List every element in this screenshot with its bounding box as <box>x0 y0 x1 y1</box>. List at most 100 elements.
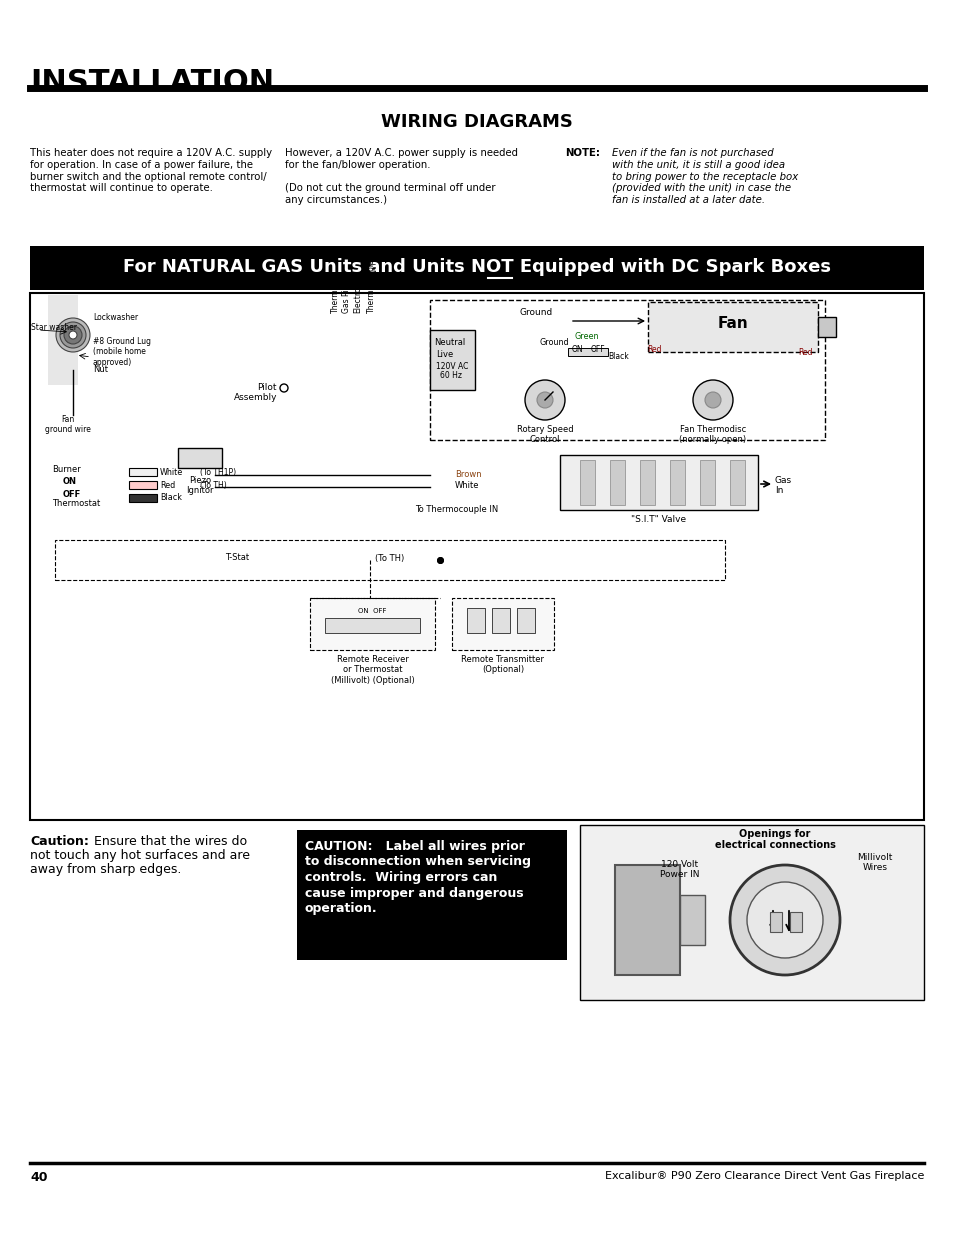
Text: burner switch and the optional remote control/: burner switch and the optional remote co… <box>30 172 266 182</box>
Text: Thermopile: Thermopile <box>330 269 339 312</box>
Bar <box>615 864 679 974</box>
Bar <box>567 348 607 356</box>
Text: Remote Receiver
or Thermostat
(Millivolt) (Optional): Remote Receiver or Thermostat (Millivolt… <box>331 655 414 684</box>
Bar <box>669 459 684 505</box>
Bar <box>310 598 435 650</box>
Text: Fan
ground wire: Fan ground wire <box>45 415 91 435</box>
Bar <box>609 459 624 505</box>
Bar <box>30 246 923 290</box>
Bar <box>579 459 595 505</box>
Text: (provided with the unit) in case the: (provided with the unit) in case the <box>612 184 790 194</box>
Circle shape <box>64 326 82 345</box>
Bar <box>700 459 714 505</box>
Bar <box>55 540 724 580</box>
Bar <box>296 830 566 960</box>
Text: Electrode: Electrode <box>354 277 362 312</box>
Text: Fan Thermodisc
(normally open): Fan Thermodisc (normally open) <box>679 425 746 445</box>
Text: T-Stat: T-Stat <box>225 553 249 562</box>
Text: However, a 120V A.C. power supply is needed: However, a 120V A.C. power supply is nee… <box>285 148 517 158</box>
Text: electrical connections: electrical connections <box>714 840 835 850</box>
Text: This heater does not require a 120V A.C. supply: This heater does not require a 120V A.C.… <box>30 148 272 158</box>
Text: Red: Red <box>160 480 175 490</box>
Bar <box>639 459 655 505</box>
Text: Even if the fan is not purchased: Even if the fan is not purchased <box>612 148 773 158</box>
Text: WIRING DIAGRAMS: WIRING DIAGRAMS <box>380 112 573 131</box>
Bar <box>467 608 484 634</box>
Bar <box>559 454 758 510</box>
Text: OFF: OFF <box>63 490 81 499</box>
Bar <box>129 468 157 475</box>
Text: Openings for: Openings for <box>739 829 810 839</box>
Text: Red: Red <box>646 345 660 354</box>
Text: Excalibur® P90 Zero Clearance Direct Vent Gas Fireplace: Excalibur® P90 Zero Clearance Direct Ven… <box>604 1171 923 1181</box>
Text: not touch any hot surfaces and are: not touch any hot surfaces and are <box>30 848 250 862</box>
Text: 120V AC: 120V AC <box>436 362 468 370</box>
Text: for the fan/blower operation.: for the fan/blower operation. <box>285 159 430 169</box>
Bar <box>430 330 475 390</box>
Bar <box>817 317 835 337</box>
Text: with the unit, it is still a good idea: with the unit, it is still a good idea <box>612 159 784 169</box>
Text: Star washer: Star washer <box>30 324 77 332</box>
Text: Ensure that the wires do: Ensure that the wires do <box>90 835 247 848</box>
Text: Thermostat: Thermostat <box>52 499 100 508</box>
Circle shape <box>524 380 564 420</box>
Text: Lockwasher: Lockwasher <box>92 312 138 322</box>
Polygon shape <box>48 295 78 385</box>
Text: (To TH1P): (To TH1P) <box>200 468 236 477</box>
Text: Green: Green <box>575 332 598 341</box>
Text: Burner: Burner <box>52 466 81 474</box>
Text: INSTALLATION: INSTALLATION <box>30 68 274 98</box>
Bar <box>452 598 554 650</box>
Text: CAUTION:   Label all wires prior: CAUTION: Label all wires prior <box>305 840 524 853</box>
Bar <box>492 608 510 634</box>
Text: fan is installed at a later date.: fan is installed at a later date. <box>612 195 764 205</box>
Text: for operation. In case of a power failure, the: for operation. In case of a power failur… <box>30 159 253 169</box>
Text: Millivolt
Wires: Millivolt Wires <box>857 853 892 872</box>
Text: NOTE:: NOTE: <box>564 148 599 158</box>
Text: Pilot
Assembly: Pilot Assembly <box>233 383 276 403</box>
Text: Fan: Fan <box>717 316 747 331</box>
Circle shape <box>69 331 77 338</box>
Text: Gas
In: Gas In <box>774 475 791 495</box>
Text: (Do not cut the ground terminal off under: (Do not cut the ground terminal off unde… <box>285 184 495 194</box>
Text: Ground: Ground <box>539 338 569 347</box>
Bar <box>769 911 781 932</box>
Text: Nut: Nut <box>92 366 108 374</box>
Text: cause improper and dangerous: cause improper and dangerous <box>305 887 523 899</box>
Text: Red: Red <box>797 348 812 357</box>
Text: controls.  Wiring errors can: controls. Wiring errors can <box>305 871 497 884</box>
Circle shape <box>280 384 288 391</box>
Text: To Thermocouple IN: To Thermocouple IN <box>415 505 497 514</box>
Bar <box>430 300 824 440</box>
Text: thermostat will continue to operate.: thermostat will continue to operate. <box>30 184 213 194</box>
Text: White: White <box>160 468 183 477</box>
Circle shape <box>60 322 86 348</box>
Text: ON: ON <box>63 477 77 487</box>
Bar <box>579 825 923 1000</box>
Text: 40: 40 <box>30 1171 48 1184</box>
Text: Black: Black <box>160 493 182 501</box>
Text: 60 Hz: 60 Hz <box>439 370 461 380</box>
Circle shape <box>537 391 553 408</box>
Text: (To TH): (To TH) <box>375 553 404 562</box>
Text: For NATURAL GAS Units and Units NOT Equipped with DC Spark Boxes: For NATURAL GAS Units and Units NOT Equi… <box>123 258 830 275</box>
Text: ON: ON <box>572 345 583 354</box>
Circle shape <box>746 882 822 958</box>
Bar <box>517 608 535 634</box>
Text: operation.: operation. <box>305 902 377 915</box>
Bar <box>129 480 157 489</box>
Text: ON  OFF: ON OFF <box>358 608 386 614</box>
Bar <box>30 293 923 820</box>
Text: Ground: Ground <box>519 308 553 317</box>
Circle shape <box>729 864 840 974</box>
Text: to disconnection when servicing: to disconnection when servicing <box>305 856 531 868</box>
Bar <box>129 494 157 501</box>
Text: 120 Volt
Power IN: 120 Volt Power IN <box>659 860 699 879</box>
Text: to bring power to the receptacle box: to bring power to the receptacle box <box>612 172 798 182</box>
Text: away from sharp edges.: away from sharp edges. <box>30 863 181 876</box>
Text: (To TH): (To TH) <box>200 480 227 490</box>
Bar <box>178 448 222 468</box>
Bar <box>789 911 801 932</box>
Bar <box>647 303 817 352</box>
Bar <box>325 618 419 634</box>
